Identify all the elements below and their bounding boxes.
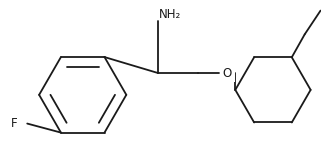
Text: O: O bbox=[223, 67, 232, 79]
Text: F: F bbox=[11, 117, 17, 130]
Text: NH₂: NH₂ bbox=[159, 8, 181, 21]
